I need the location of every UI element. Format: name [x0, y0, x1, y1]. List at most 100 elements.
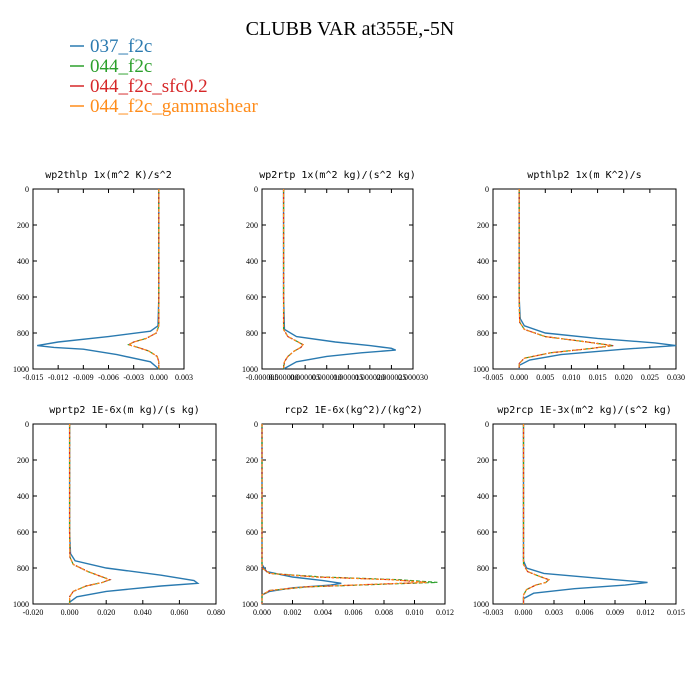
y-tick-label: 400 [17, 492, 29, 501]
y-tick-label: 600 [17, 293, 29, 302]
y-tick-label: 400 [477, 257, 489, 266]
y-tick-label: 600 [17, 528, 29, 537]
x-tick-label: 0.030 [667, 373, 685, 382]
panel-title: rcp2 1E-6x(kg^2)/(kg^2) [284, 405, 422, 416]
chart-panel: wp2rcp 1E-3x(m^2 kg)/(s^2 kg) -0.003 0.000… [473, 405, 685, 617]
y-tick-label: 200 [246, 456, 258, 465]
legend-entry: 044_f2c_gammashear [90, 96, 258, 117]
x-tick-label: 0.010 [406, 608, 424, 617]
x-tick-label: 0.003 [545, 608, 563, 617]
series-line-044-f2c-gammashear [68, 424, 111, 604]
x-tick-label: 0.000 [253, 608, 271, 617]
x-tick-label: 0.012 [436, 608, 454, 617]
x-tick-label: 0.002 [284, 608, 302, 617]
x-tick-label: 0.012 [637, 608, 655, 617]
x-tick-label: 0.000015 [333, 373, 363, 382]
chart-panel: wprtp2 1E-6x(m kg)/(s kg) -0.020 0.000 0.02… [13, 405, 225, 617]
panels: wp2thlp 1x(m^2 K)/s^2-0.015 -0.012 -0.009-… [13, 170, 685, 617]
x-tick-label: 0.004 [314, 608, 332, 617]
series-line-044-f2c-gammashear [522, 424, 551, 604]
chart-panel: wp2rtp 1x(m^2 kg)/(s^2 kg)-0.0000050.000… [242, 170, 428, 382]
x-tick-label: 0.003 [175, 373, 193, 382]
x-tick-label: 0.005 [536, 373, 554, 382]
x-tick-label: 0.000005 [290, 373, 320, 382]
x-tick-label: -0.003 [123, 373, 144, 382]
x-tick-label: 0.080 [207, 608, 225, 617]
y-tick-label: 600 [477, 293, 489, 302]
x-tick-label: 0.000 [61, 608, 79, 617]
x-tick-label: 0.000030 [398, 373, 428, 382]
y-tick-label: 0 [25, 420, 29, 429]
plot-frame [32, 423, 217, 605]
x-tick-label: 0.000000 [269, 373, 299, 382]
legend-entry: 044_f2c_sfc0.2 [90, 76, 208, 97]
y-tick-label: 1000 [473, 600, 489, 609]
y-tick-label: 1000 [473, 365, 489, 374]
x-tick-label: 0.025 [641, 373, 659, 382]
chart-panel: rcp2 1E-6x(kg^2)/(kg^2) 0.000 0.002 0.004 0.… [242, 405, 454, 617]
x-tick-label: 0.010 [562, 373, 580, 382]
y-tick-label: 400 [246, 492, 258, 501]
x-tick-label: 0.060 [170, 608, 188, 617]
legend-entry: 044_f2c [90, 56, 152, 77]
y-tick-label: 800 [246, 564, 258, 573]
legend: 037_f2c044_f2c044_f2c_sfc0.2044_f2c_gamm… [70, 36, 258, 117]
x-tick-label: 0.040 [134, 608, 152, 617]
series-line-044-f2c-gammashear [282, 189, 304, 370]
y-tick-label: 800 [17, 564, 29, 573]
y-tick-label: 800 [477, 564, 489, 573]
y-tick-label: 0 [254, 185, 258, 194]
y-tick-label: 1000 [242, 365, 258, 374]
y-tick-label: 800 [246, 329, 258, 338]
x-tick-label: 0.000020 [355, 373, 385, 382]
y-tick-label: 0 [485, 420, 489, 429]
y-tick-label: 800 [17, 329, 29, 338]
panel-title: wp2rcp 1E-3x(m^2 kg)/(s^2 kg) [497, 405, 672, 416]
figure-title: CLUBB VAR at355E,-5N [246, 18, 455, 40]
x-tick-label: -0.005 [483, 373, 504, 382]
x-tick-label: 0.000010 [312, 373, 342, 382]
x-tick-label: -0.003 [483, 608, 504, 617]
chart-panel: wpthlp2 1x(m K^2)/s -0.005 0.000 0.005 0.010… [473, 170, 685, 382]
series-line-044-f2c-gammashear [518, 189, 611, 369]
y-tick-label: 200 [17, 456, 29, 465]
x-tick-label: 0.000 [510, 373, 528, 382]
chart-panel: wp2thlp 1x(m^2 K)/s^2-0.015 -0.012 -0.009-… [13, 170, 193, 382]
y-tick-label: 200 [246, 221, 258, 230]
y-tick-label: 200 [477, 221, 489, 230]
y-tick-label: 1000 [13, 600, 29, 609]
x-tick-label: 0.020 [615, 373, 633, 382]
x-tick-label: -0.012 [48, 373, 69, 382]
plot-frame [261, 188, 414, 370]
series-line-044-f2c-gammashear [261, 424, 427, 604]
x-tick-label: 0.000 [515, 608, 533, 617]
x-tick-label: 0.020 [97, 608, 115, 617]
y-tick-label: 1000 [242, 600, 258, 609]
x-tick-label: 0.000025 [376, 373, 406, 382]
y-tick-label: 800 [477, 329, 489, 338]
panel-title: wp2thlp 1x(m^2 K)/s^2 [45, 170, 171, 181]
y-tick-label: 0 [25, 185, 29, 194]
x-tick-label: 0.006 [345, 608, 363, 617]
plot-frame [492, 188, 677, 370]
y-tick-label: 0 [485, 185, 489, 194]
x-tick-label: 0.015 [667, 608, 685, 617]
x-tick-label: 0.015 [589, 373, 607, 382]
x-tick-label: 0.009 [606, 608, 624, 617]
y-tick-label: 400 [246, 257, 258, 266]
y-tick-label: 400 [477, 492, 489, 501]
x-tick-label: 0.008 [375, 608, 393, 617]
y-tick-label: 600 [477, 528, 489, 537]
y-tick-label: 1000 [13, 365, 29, 374]
x-tick-label: -0.006 [98, 373, 119, 382]
x-tick-label: 0.006 [576, 608, 594, 617]
y-tick-label: 400 [17, 257, 29, 266]
panel-title: wpthlp2 1x(m K^2)/s [527, 170, 641, 181]
y-tick-label: 200 [17, 221, 29, 230]
y-tick-label: 600 [246, 293, 258, 302]
x-tick-label: -0.015 [23, 373, 44, 382]
y-tick-label: 600 [246, 528, 258, 537]
y-tick-label: 0 [254, 420, 258, 429]
legend-entry: 037_f2c [90, 36, 152, 57]
